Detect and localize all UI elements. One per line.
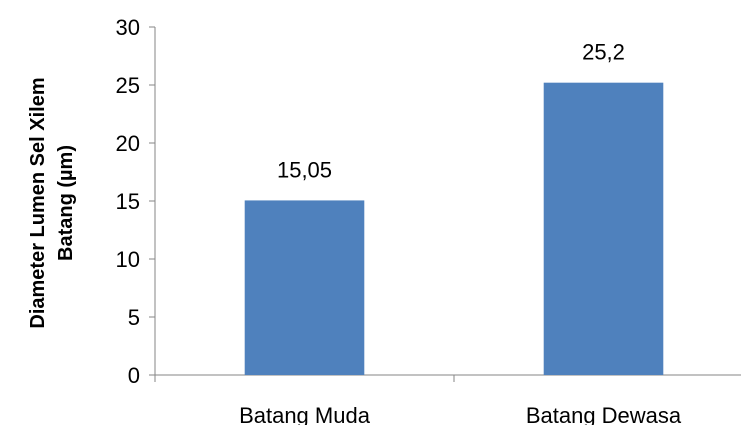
y-tick-label: 25: [116, 73, 140, 98]
y-axis-title-line-2: Batang (µm): [55, 145, 77, 261]
y-tick-label: 10: [116, 247, 140, 272]
data-label: 25,2: [582, 40, 625, 65]
bar: [244, 200, 365, 375]
y-axis-title-line-1: Diameter Lumen Sel Xilem: [27, 77, 49, 328]
y-axis-title: Diameter Lumen Sel Xilem Batang (µm): [27, 77, 77, 328]
data-label: 15,05: [277, 157, 332, 182]
y-tick-label: 15: [116, 189, 140, 214]
y-tick-label: 0: [128, 363, 140, 388]
x-category-label: Batang Dewasa: [526, 403, 682, 425]
y-tick-label: 30: [116, 15, 140, 40]
x-category-label: Batang Muda: [239, 403, 371, 425]
bar: [543, 82, 664, 376]
y-tick-label: 5: [128, 305, 140, 330]
plot-area: 0 5 10 15 20 25 30 15,05 Batang Muda 25,2 Batang D…: [116, 15, 741, 428]
y-tick-label: 20: [116, 131, 140, 156]
